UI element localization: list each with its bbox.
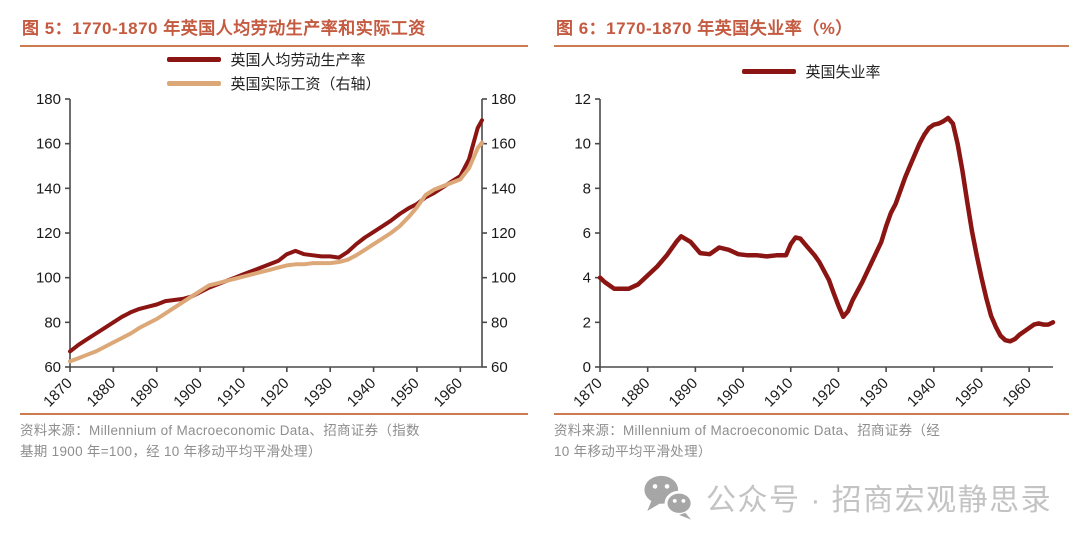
x-tick-label: 1920 [809,375,845,411]
x-tick-label: 1910 [214,375,250,411]
figure-5: 图 5：1770-1870 年英国人均劳动生产率和实际工资 英国人均劳动生产率英… [20,12,528,537]
y-tick-label: 140 [36,180,61,197]
right-y-tick-label: 140 [491,180,516,197]
legend-item: 英国失业率 [742,61,881,82]
figure-5-source-note: 资料来源：Millennium of Macroeconomic Data、招商… [20,413,528,463]
figure-6-legend-area: 英国失业率 [554,49,1069,93]
x-tick-label: 1920 [257,375,293,411]
legend-item: 英国实际工资（右轴） [167,73,381,94]
source-line: 10 年移动平均平滑处理） [554,443,712,459]
x-tick-label: 1900 [713,375,749,411]
right-y-tick-label: 180 [491,93,516,108]
y-tick-label: 6 [583,225,591,242]
x-tick-label: 1930 [856,375,892,411]
x-tick-label: 1910 [761,375,797,411]
legend-swatch [742,68,797,74]
unemployment-line-chart: 0 2 4 6 8 10 12 1870 1880 1890 1900 1910 1920 1930 194… [570,93,1056,411]
x-tick-label: 1940 [904,375,940,411]
source-line: 基期 1900 年=100，经 10 年移动平均平滑处理） [20,443,322,459]
figure-6: 图 6：1770-1870 年英国失业率（%） 英国失业率 0 2 4 6 8 10 12 1… [554,12,1069,537]
x-tick-label: 1870 [40,375,76,411]
legend-label: 英国实际工资（右轴） [230,75,381,93]
right-y-tick-label: 100 [491,270,516,287]
x-tick-label: 1950 [387,375,423,411]
legend-swatch [167,56,222,62]
watermark-text: 公众号 · 招商宏观静思录 [706,484,1053,517]
figure-5-legend-area: 英国人均劳动生产率 英国实际工资（右轴） [20,49,528,93]
right-y-tick-label: 160 [491,136,516,153]
y-tick-label: 4 [583,270,591,287]
x-tick-label: 1930 [300,375,336,411]
y-tick-label: 120 [36,225,61,242]
y-tick-label: 80 [44,314,61,331]
x-tick-label: 1890 [127,375,163,411]
x-tick-label: 1890 [666,375,702,411]
y-tick-label: 12 [574,93,591,108]
chart-legend: 英国失业率 [742,61,881,82]
x-tick-label: 1900 [170,375,206,411]
right-y-tick-label: 120 [491,225,516,242]
legend-swatch [167,80,222,86]
y-tick-label: 160 [36,136,61,153]
series-line [68,118,484,354]
figure-5-title: 图 5：1770-1870 年英国人均劳动生产率和实际工资 [20,12,528,47]
y-tick-label: 8 [583,180,591,197]
series-line [68,140,484,364]
wechat-watermark: 公众号 · 招商宏观静思录 [642,468,1052,526]
legend-label: 英国人均劳动生产率 [230,51,366,69]
wechat-icon [644,475,694,520]
y-tick-label: 100 [36,270,61,287]
x-tick-label: 1960 [999,375,1035,411]
x-tick-label: 1870 [570,375,606,411]
right-y-tick-label: 80 [491,314,508,331]
figure-6-title: 图 6：1770-1870 年英国失业率（%） [554,12,1069,47]
y-tick-label: 10 [574,136,591,153]
y-tick-label: 180 [36,93,61,108]
source-line: 资料来源：Millennium of Macroeconomic Data、招商… [20,423,420,438]
x-tick-label: 1960 [431,375,467,411]
y-tick-label: 0 [583,359,591,376]
legend-label: 英国失业率 [805,63,881,81]
right-y-tick-label: 60 [491,359,508,376]
legend-item: 英国人均劳动生产率 [167,49,366,70]
chart-legend: 英国人均劳动生产率 英国实际工资（右轴） [167,49,381,94]
source-line: 资料来源：Millennium of Macroeconomic Data、招商… [554,423,941,438]
y-tick-label: 2 [583,314,591,331]
x-tick-label: 1940 [344,375,380,411]
x-tick-label: 1880 [84,375,120,411]
y-tick-label: 60 [44,359,61,376]
x-tick-label: 1950 [952,375,988,411]
series-line [597,115,1056,344]
productivity-wages-line-chart: 60 60 80 80 100 100 120 120 140 140 160 160 180 180 18… [36,93,516,411]
x-tick-label: 1880 [618,375,654,411]
figure-6-source-note: 资料来源：Millennium of Macroeconomic Data、招商… [554,413,1069,463]
